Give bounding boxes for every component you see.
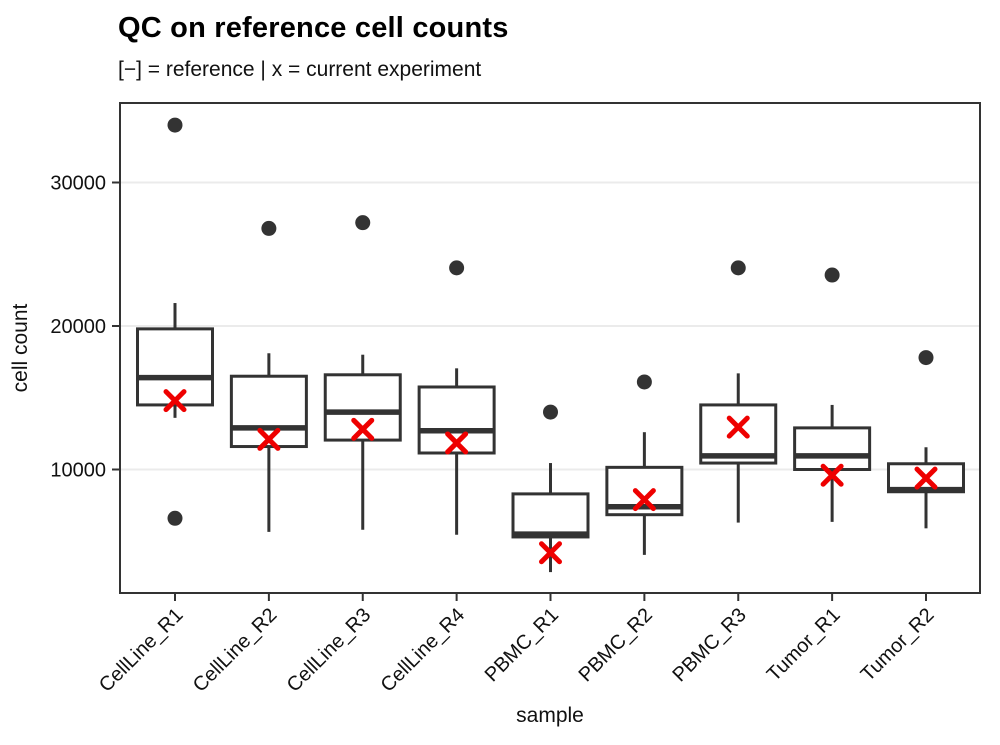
outlier-point <box>730 260 746 276</box>
outlier-point <box>543 404 558 420</box>
y-tick-label: 30000 <box>50 173 106 195</box>
outlier-point <box>449 260 465 276</box>
outlier-point <box>261 220 277 236</box>
box-group-CellLine_R2 <box>229 220 308 532</box>
x-tick-label: PBMC_R2 <box>575 604 657 686</box>
iqr-box <box>229 374 308 449</box>
y-axis-title: cell count <box>9 303 32 392</box>
current-experiment-marker-Tumor_R1 <box>820 463 844 487</box>
x-tick-label: Tumor_R2 <box>857 604 939 686</box>
box-group-CellLine_R4 <box>417 260 496 535</box>
outlier-point <box>918 350 934 366</box>
box-group-PBMC_R3 <box>699 260 778 523</box>
current-experiment-marker-Tumor_R2 <box>914 466 938 490</box>
x-marker-stroke <box>257 427 281 451</box>
y-tick-label: 10000 <box>50 460 106 482</box>
x-marker-stroke <box>820 463 844 487</box>
y-tick-label: 20000 <box>50 316 106 338</box>
x-tick-label: CellLine_R3 <box>283 604 376 697</box>
outlier-point <box>636 374 652 390</box>
current-experiment-marker-PBMC_R3 <box>726 415 750 439</box>
x-marker-stroke <box>914 466 938 490</box>
current-experiment-marker-CellLine_R1 <box>163 389 187 413</box>
current-experiment-marker-CellLine_R4 <box>445 431 469 455</box>
current-experiment-marker-PBMC_R1 <box>539 541 562 565</box>
box-group-PBMC_R1 <box>511 404 590 573</box>
outlier-point <box>824 267 840 283</box>
current-experiment-marker-CellLine_R3 <box>351 417 375 441</box>
x-marker-stroke <box>632 488 656 512</box>
iqr-box <box>136 327 214 407</box>
current-experiment-marker-PBMC_R2 <box>632 488 656 512</box>
iqr-box <box>793 426 872 472</box>
current-experiment-marker-CellLine_R2 <box>257 427 281 451</box>
x-tick-label: CellLine_R4 <box>377 604 470 697</box>
chart-subtitle: [−] = reference | x = current experiment <box>118 58 482 81</box>
box-group-PBMC_R2 <box>605 374 684 555</box>
x-marker-stroke <box>351 417 375 441</box>
outlier-point <box>355 215 371 231</box>
x-marker-stroke <box>163 389 187 413</box>
x-tick-label: CellLine_R2 <box>189 604 282 697</box>
x-marker-stroke <box>726 415 750 439</box>
box-group-CellLine_R3 <box>323 215 402 530</box>
x-marker-stroke <box>539 541 562 565</box>
outlier-point <box>167 510 183 526</box>
x-axis-title: sample <box>516 704 584 727</box>
x-tick-label: CellLine_R1 <box>95 604 188 697</box>
x-tick-label: PBMC_R3 <box>668 604 750 686</box>
box-group-Tumor_R1 <box>793 267 872 522</box>
box-group-CellLine_R1 <box>136 117 214 526</box>
outlier-point <box>167 117 183 133</box>
x-marker-stroke <box>445 431 469 455</box>
x-tick-label: Tumor_R1 <box>763 604 845 686</box>
chart-title: QC on reference cell counts <box>118 12 509 44</box>
x-tick-label: PBMC_R1 <box>481 604 563 686</box>
box-group-Tumor_R2 <box>887 350 965 529</box>
iqr-box <box>511 492 590 539</box>
